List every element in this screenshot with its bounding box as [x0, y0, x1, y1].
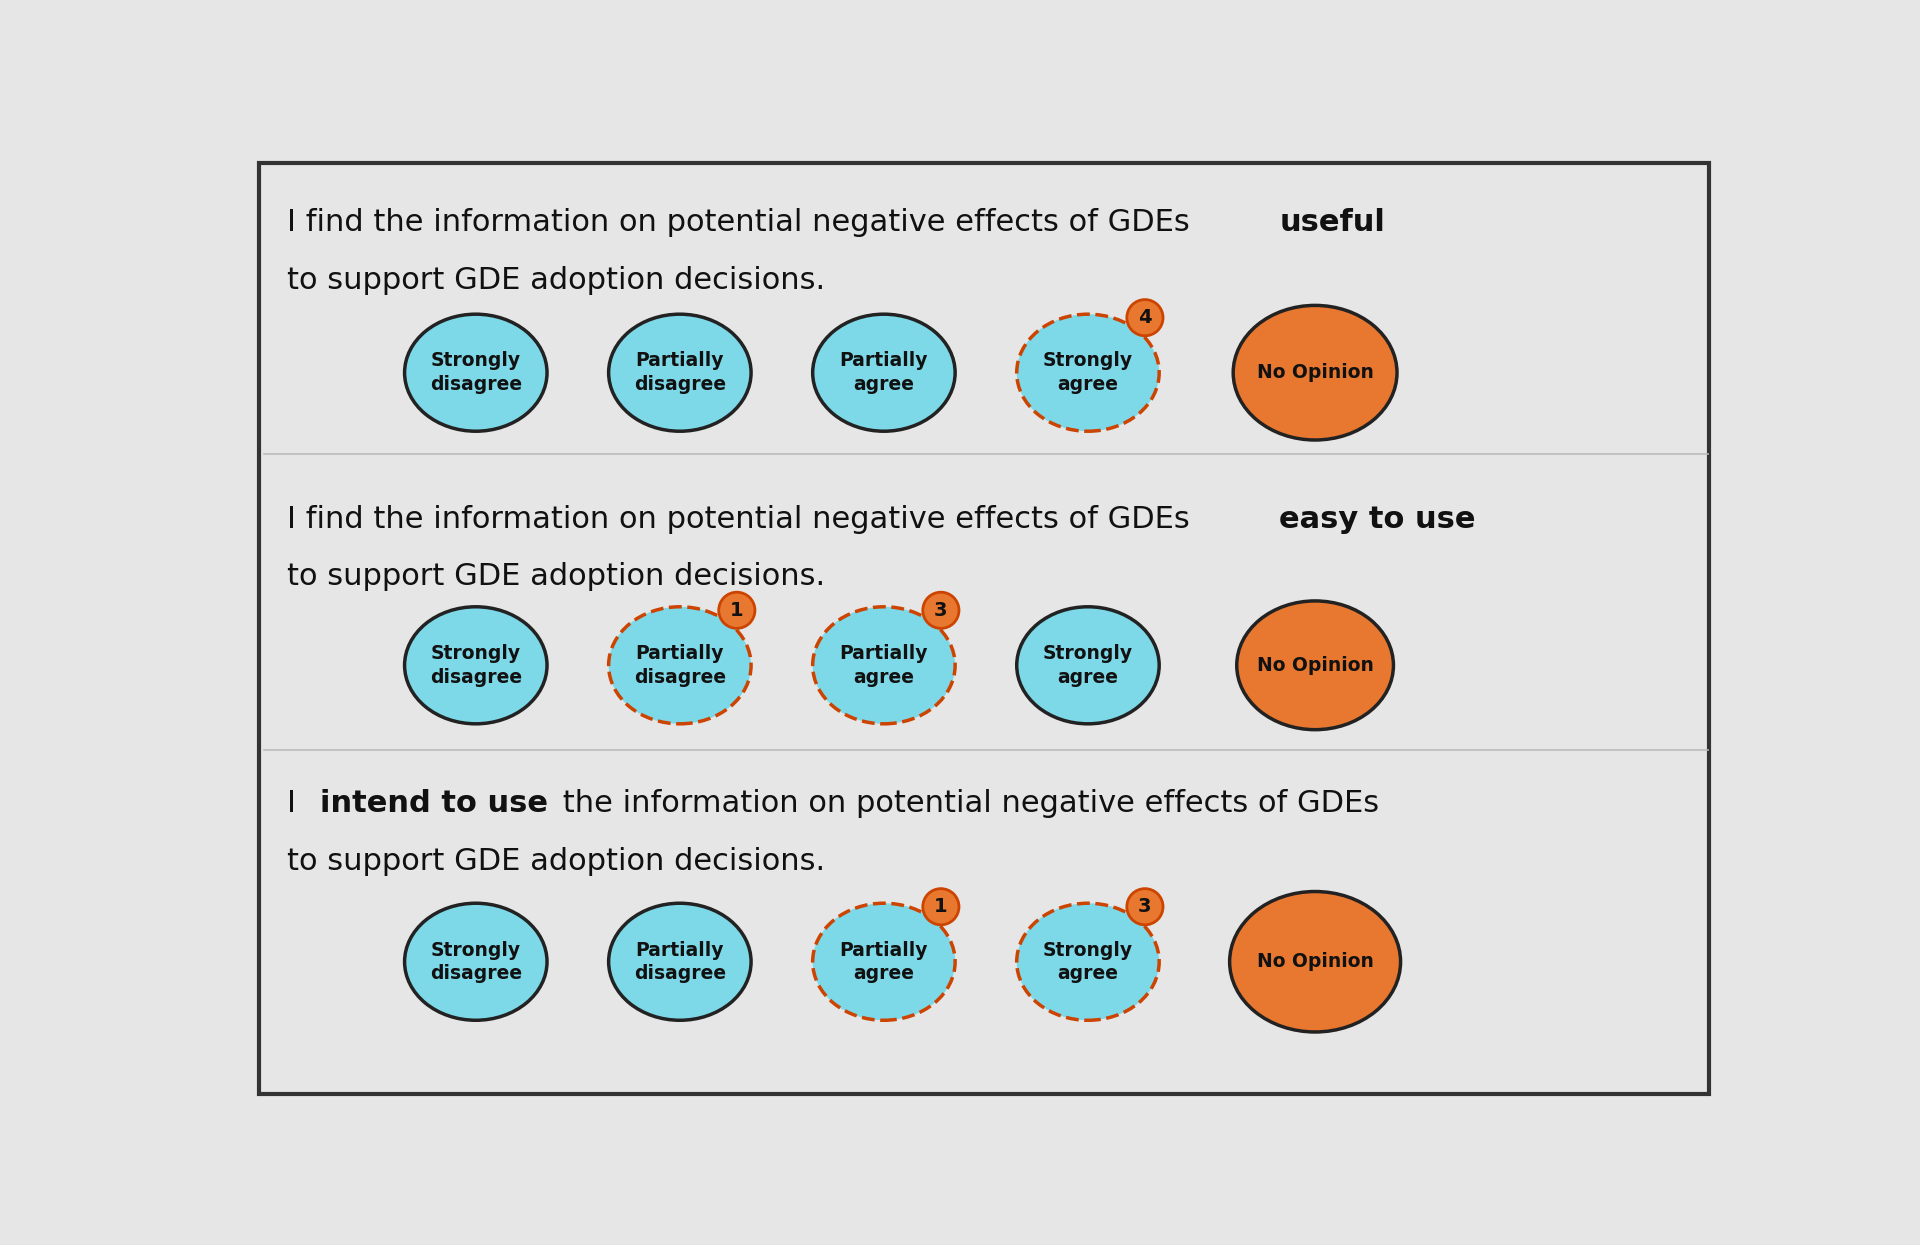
Circle shape [924, 593, 958, 629]
Text: 3: 3 [1139, 898, 1152, 916]
Text: Partially
disagree: Partially disagree [634, 644, 726, 686]
Text: 4: 4 [1139, 309, 1152, 327]
Text: the information on potential negative effects of GDEs: the information on potential negative ef… [553, 789, 1379, 818]
Text: to support GDE adoption decisions.: to support GDE adoption decisions. [288, 847, 826, 876]
Text: Strongly
agree: Strongly agree [1043, 351, 1133, 393]
Text: Partially
agree: Partially agree [839, 644, 927, 686]
Ellipse shape [812, 314, 954, 431]
Text: Partially
agree: Partially agree [839, 351, 927, 393]
Circle shape [718, 593, 755, 629]
Text: No Opinion: No Opinion [1258, 656, 1373, 675]
Text: useful: useful [1279, 208, 1384, 237]
Circle shape [1127, 300, 1164, 336]
Ellipse shape [405, 606, 547, 723]
Ellipse shape [1229, 891, 1400, 1032]
Ellipse shape [405, 903, 547, 1020]
Circle shape [924, 889, 958, 925]
Text: Partially
agree: Partially agree [839, 940, 927, 984]
FancyBboxPatch shape [259, 163, 1709, 1094]
Text: Partially
disagree: Partially disagree [634, 940, 726, 984]
Text: Strongly
disagree: Strongly disagree [430, 644, 522, 686]
Circle shape [1127, 889, 1164, 925]
Ellipse shape [405, 314, 547, 431]
Ellipse shape [1018, 903, 1160, 1020]
Text: to support GDE adoption decisions.: to support GDE adoption decisions. [288, 563, 826, 591]
Ellipse shape [1018, 606, 1160, 723]
Ellipse shape [1233, 305, 1398, 439]
Text: Partially
disagree: Partially disagree [634, 351, 726, 393]
Text: easy to use: easy to use [1279, 504, 1476, 534]
Text: to support GDE adoption decisions.: to support GDE adoption decisions. [288, 265, 826, 295]
Ellipse shape [1018, 314, 1160, 431]
Ellipse shape [812, 606, 954, 723]
Ellipse shape [609, 606, 751, 723]
Text: Strongly
agree: Strongly agree [1043, 644, 1133, 686]
Text: 3: 3 [935, 601, 948, 620]
Ellipse shape [609, 903, 751, 1020]
Text: Strongly
disagree: Strongly disagree [430, 940, 522, 984]
Text: No Opinion: No Opinion [1258, 952, 1373, 971]
Ellipse shape [812, 903, 954, 1020]
Ellipse shape [1236, 601, 1394, 730]
Text: I find the information on potential negative effects of GDEs: I find the information on potential nega… [288, 504, 1200, 534]
Text: 1: 1 [933, 898, 948, 916]
Text: I: I [288, 789, 305, 818]
Text: I find the information on potential negative effects of GDEs: I find the information on potential nega… [288, 208, 1200, 237]
Text: Strongly
disagree: Strongly disagree [430, 351, 522, 393]
Ellipse shape [609, 314, 751, 431]
Text: No Opinion: No Opinion [1258, 364, 1373, 382]
Text: 1: 1 [730, 601, 743, 620]
Text: intend to use: intend to use [319, 789, 547, 818]
Text: Strongly
agree: Strongly agree [1043, 940, 1133, 984]
